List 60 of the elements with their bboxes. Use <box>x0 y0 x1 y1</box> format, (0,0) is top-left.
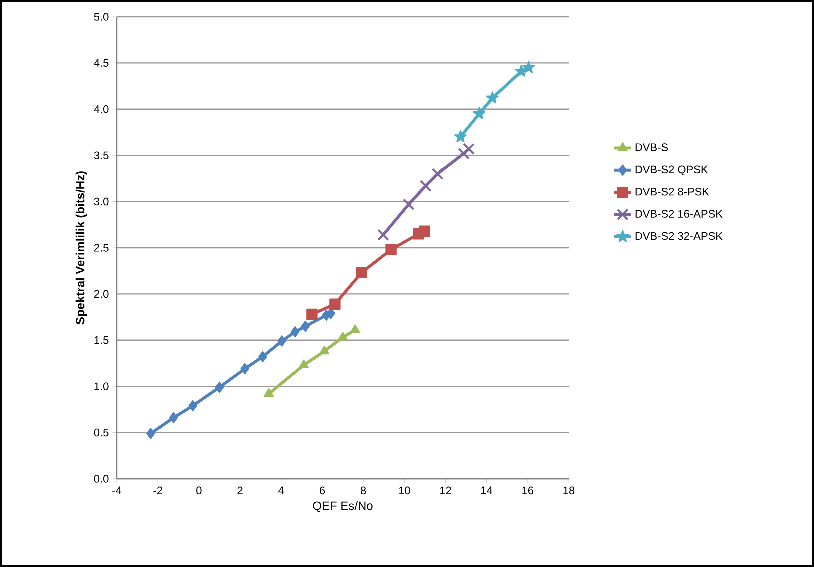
point <box>326 308 336 320</box>
legend-label: DVB-S2 QPSK <box>636 166 708 176</box>
point <box>299 360 309 368</box>
x-tick-label: 6 <box>320 486 326 495</box>
x-tick-label: 12 <box>440 486 452 494</box>
y-tick-label: 4.5 <box>94 59 109 68</box>
point <box>215 382 224 394</box>
point <box>290 326 300 338</box>
y-tick-label: 4.0 <box>94 106 109 114</box>
y-tick-label: 5.0 <box>94 13 109 21</box>
x-tick-label: 8 <box>360 486 366 495</box>
point <box>386 244 397 256</box>
point <box>301 320 310 332</box>
point <box>458 148 470 160</box>
point <box>454 130 468 143</box>
point <box>240 363 250 375</box>
point <box>330 298 341 310</box>
legend-label: DVB-S2 8-PSK <box>636 188 710 196</box>
x-tick-label: 14 <box>482 486 493 494</box>
point <box>306 308 318 320</box>
point <box>356 267 368 279</box>
x-tick-label: -4 <box>112 486 122 494</box>
x-tick-label: 16 <box>522 486 534 495</box>
x-tick-label: 0 <box>196 486 202 495</box>
point <box>378 229 390 242</box>
y-tick-label: 0.0 <box>94 475 109 483</box>
legend-label: DVB-S <box>636 144 668 152</box>
point <box>350 324 360 334</box>
x-tick-label: 18 <box>564 486 575 495</box>
x-tick-label: 2 <box>238 486 243 494</box>
x-tick-label: -2 <box>154 486 162 494</box>
point <box>420 180 432 192</box>
point <box>432 168 444 180</box>
point <box>462 143 475 156</box>
point <box>188 400 198 412</box>
y-tick-label: 0.5 <box>94 428 109 437</box>
y-tick-label: 3.0 <box>94 198 109 206</box>
x-tick-label: 4 <box>278 486 284 494</box>
point <box>403 198 415 211</box>
point <box>146 428 156 440</box>
point <box>320 346 330 355</box>
point <box>169 412 178 424</box>
y-tick-label: 2.5 <box>94 244 109 252</box>
point <box>522 61 536 74</box>
legend-label: DVB-S2 32-APSK <box>636 232 723 240</box>
point <box>258 351 268 363</box>
point <box>278 336 286 347</box>
y-tick-label: 1.5 <box>94 336 109 344</box>
y-tick-label: 3.5 <box>94 152 109 160</box>
point <box>419 226 430 237</box>
point <box>473 107 486 120</box>
x-tick-label: 10 <box>399 486 410 495</box>
x-axis-title: QEF Es/No <box>313 501 373 512</box>
y-tick-label: 2.0 <box>94 290 109 298</box>
y-tick-label: 1.0 <box>94 382 109 390</box>
point <box>264 388 274 398</box>
point <box>338 332 348 341</box>
y-axis-title: Spektral Verimlilik (bits/Hz) <box>76 172 88 325</box>
point <box>486 92 499 104</box>
legend-label: DVB-S2 16-APSK <box>636 210 723 218</box>
